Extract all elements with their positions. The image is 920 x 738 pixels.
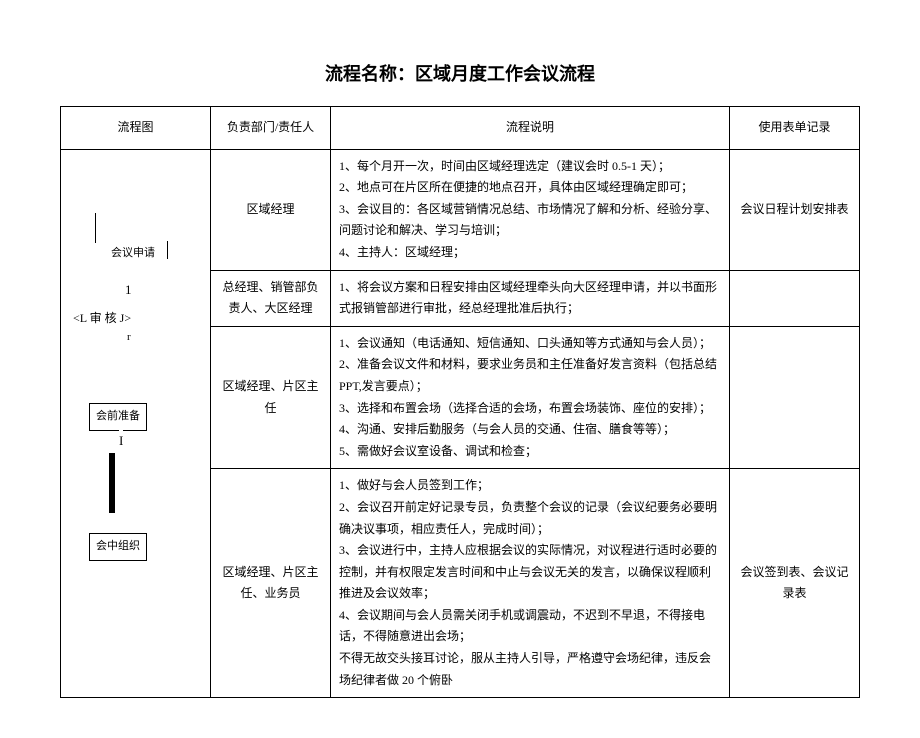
- flow-node-apply: 会议申请: [105, 241, 161, 267]
- header-desc: 流程说明: [331, 107, 730, 150]
- flow-vline: [167, 241, 168, 259]
- cell-dept: 区域经理、片区主任、业务员: [211, 469, 331, 698]
- flow-vline: [95, 213, 96, 243]
- cell-form: [730, 326, 860, 469]
- flow-node-prep: 会前准备: [89, 403, 147, 431]
- cell-desc: 1、每个月开一次，时间由区域经理选定（建议会时 0.5-1 天）；2、地点可在片…: [331, 149, 730, 270]
- cell-form: [730, 270, 860, 326]
- header-dept: 负责部门/责任人: [211, 107, 331, 150]
- flow-connector: r: [127, 328, 131, 348]
- cell-dept: 区域经理、片区主任: [211, 326, 331, 469]
- cell-form: 会议签到表、会议记录表: [730, 469, 860, 698]
- process-table: 流程图 负责部门/责任人 流程说明 使用表单记录 会议申请 1 <L 审 核 J…: [60, 106, 860, 698]
- flow-audit: <L 审 核 J>: [73, 308, 131, 330]
- flow-bar: [109, 453, 115, 513]
- cell-dept: 总经理、销管部负责人、大区经理: [211, 270, 331, 326]
- header-flow: 流程图: [61, 107, 211, 150]
- table-row: 会议申请 1 <L 审 核 J> r 会前准备 I 会中组织 区域经理 1、每个…: [61, 149, 860, 270]
- cell-desc: 1、会议通知（电话通知、短信通知、口头通知等方式通知与会人员）；2、准备会议文件…: [331, 326, 730, 469]
- cell-form: 会议日程计划安排表: [730, 149, 860, 270]
- flow-node-org: 会中组织: [89, 533, 147, 561]
- header-form: 使用表单记录: [730, 107, 860, 150]
- cell-desc: 1、将会议方案和日程安排由区域经理牵头向大区经理申请，并以书面形式报销管部进行审…: [331, 270, 730, 326]
- flow-connector: 1: [125, 278, 132, 301]
- flow-connector: I: [119, 429, 123, 452]
- cell-dept: 区域经理: [211, 149, 331, 270]
- cell-desc: 1、做好与会人员签到工作；2、会议召开前定好记录专员，负责整个会议的记录（会议纪…: [331, 469, 730, 698]
- page-title: 流程名称：区域月度工作会议流程: [60, 60, 860, 86]
- flowchart: 会议申请 1 <L 审 核 J> r 会前准备 I 会中组织: [69, 203, 202, 643]
